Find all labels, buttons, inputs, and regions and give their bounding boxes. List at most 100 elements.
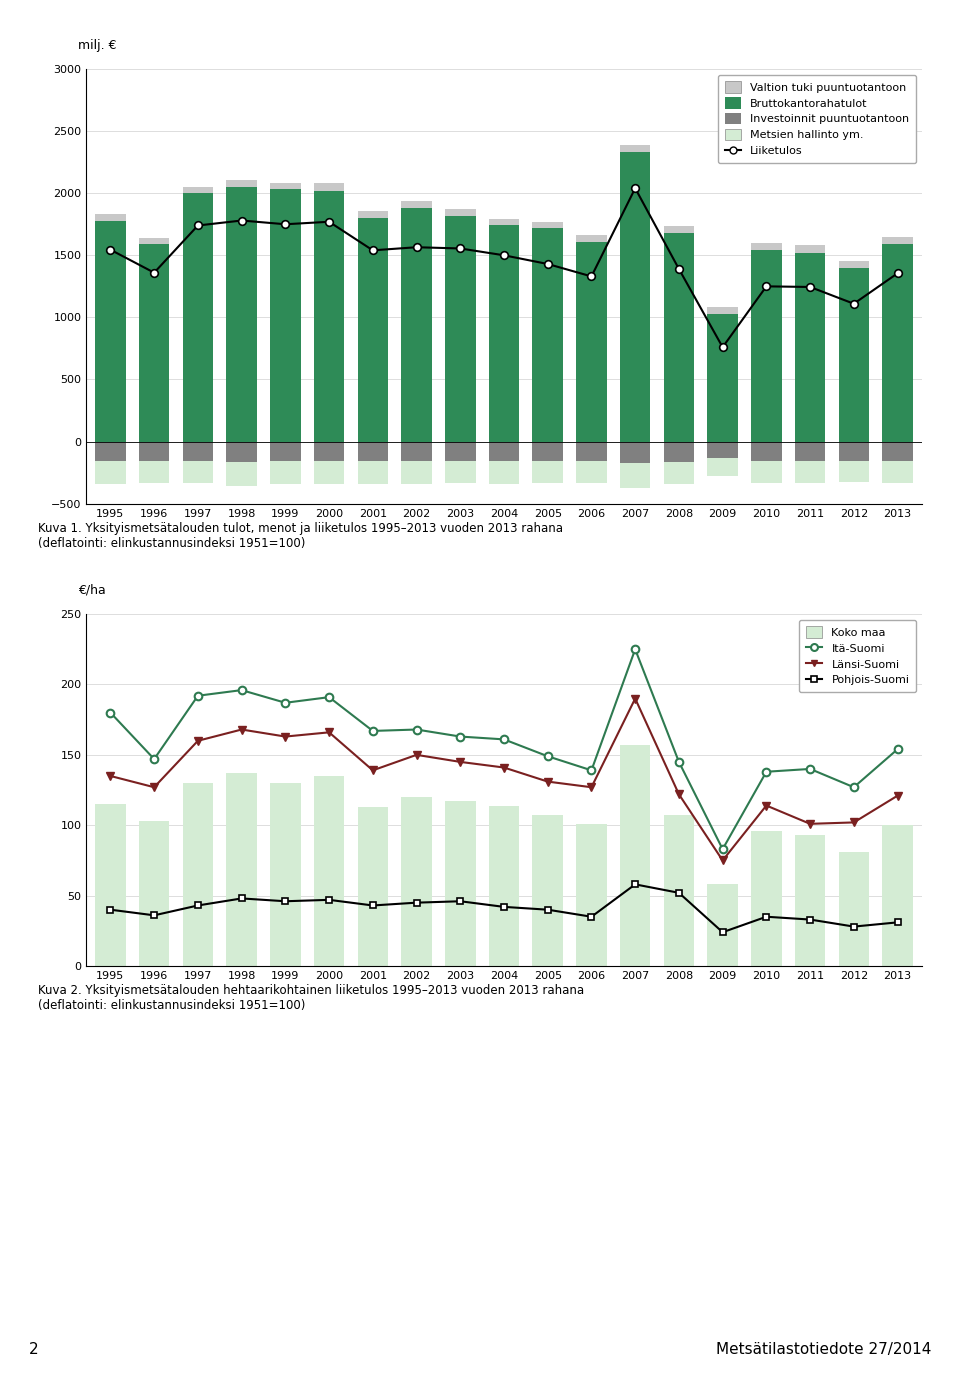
Text: Kuva 1. Yksityismetsätalouden tulot, menot ja liiketulos 1995–2013 vuoden 2013 r: Kuva 1. Yksityismetsätalouden tulot, men… [38,522,564,549]
Bar [576,824,607,966]
Bar [882,461,913,483]
Bar [314,442,345,461]
Bar [663,462,694,484]
Legend: Koko maa, Itä-Suomi, Länsi-Suomi, Pohjois-Suomi: Koko maa, Itä-Suomi, Länsi-Suomi, Pohjoi… [799,620,916,693]
Bar [663,442,694,462]
Bar [270,189,300,442]
Bar [445,215,475,442]
Bar [182,442,213,461]
Bar [489,461,519,484]
Bar [401,208,432,442]
Bar [620,145,651,152]
Bar [139,461,170,483]
Bar [576,461,607,483]
Bar [708,306,738,313]
Bar [838,851,869,966]
Bar [357,218,388,442]
Bar [795,253,826,442]
Bar [227,462,257,486]
Bar [838,461,869,482]
Bar [357,807,388,966]
Bar [227,179,257,186]
Bar [182,461,213,483]
Text: milj. €: milj. € [78,39,116,51]
Bar [227,186,257,442]
Bar [795,246,826,253]
Bar [401,798,432,966]
Bar [663,816,694,966]
Bar [139,244,170,442]
Bar [401,442,432,461]
Text: Metsätilastotiedote 27/2014: Metsätilastotiedote 27/2014 [716,1343,931,1357]
Bar [139,237,170,244]
Bar [576,236,607,241]
Bar [620,442,651,464]
Bar [445,802,475,966]
Bar [270,461,300,484]
Bar [751,250,781,442]
Bar [445,461,475,483]
Bar [357,461,388,484]
Bar [882,244,913,442]
Bar [576,241,607,442]
Bar [95,442,126,461]
Bar [620,152,651,442]
Bar [314,184,345,190]
Bar [95,214,126,221]
Bar [357,442,388,461]
Bar [751,461,781,483]
Bar [620,745,651,966]
Bar [314,776,345,966]
Bar [139,821,170,966]
Bar [751,243,781,250]
Bar [882,825,913,966]
Bar [882,442,913,461]
Bar [708,313,738,442]
Bar [95,461,126,484]
Bar [489,218,519,225]
Bar [270,442,300,461]
Bar [533,442,563,461]
Bar [314,461,345,484]
Bar [95,221,126,442]
Bar [445,442,475,461]
Bar [95,805,126,966]
Bar [708,442,738,458]
Bar [489,225,519,442]
Bar [227,773,257,966]
Bar [620,464,651,487]
Bar [533,461,563,483]
Bar [838,268,869,442]
Bar [445,208,475,215]
Bar [227,442,257,462]
Bar [751,831,781,966]
Bar [182,782,213,966]
Bar [270,782,300,966]
Bar [663,226,694,233]
Bar [751,442,781,461]
Bar [795,461,826,483]
Bar [270,182,300,189]
Bar [182,193,213,442]
Bar [663,233,694,442]
Bar [708,885,738,966]
Bar [838,442,869,461]
Text: 2: 2 [29,1343,38,1357]
Text: €/ha: €/ha [78,584,106,596]
Bar [182,186,213,193]
Bar [708,458,738,476]
Bar [533,228,563,442]
Bar [401,461,432,484]
Text: Kuva 2. Yksityismetsätalouden hehtaarikohtainen liiketulos 1995–2013 vuoden 2013: Kuva 2. Yksityismetsätalouden hehtaariko… [38,984,585,1012]
Bar [533,816,563,966]
Bar [314,190,345,442]
Bar [401,201,432,208]
Bar [882,236,913,244]
Bar [357,211,388,218]
Bar [576,442,607,461]
Bar [838,261,869,268]
Bar [489,442,519,461]
Bar [795,835,826,966]
Bar [533,222,563,228]
Bar [795,442,826,461]
